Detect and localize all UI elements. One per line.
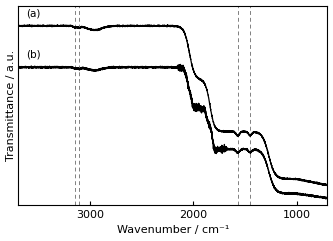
Y-axis label: Transmittance / a.u.: Transmittance / a.u.	[6, 50, 16, 161]
Text: (b): (b)	[27, 50, 41, 60]
X-axis label: Wavenumber / cm⁻¹: Wavenumber / cm⁻¹	[117, 225, 229, 235]
Text: (a): (a)	[27, 8, 41, 19]
